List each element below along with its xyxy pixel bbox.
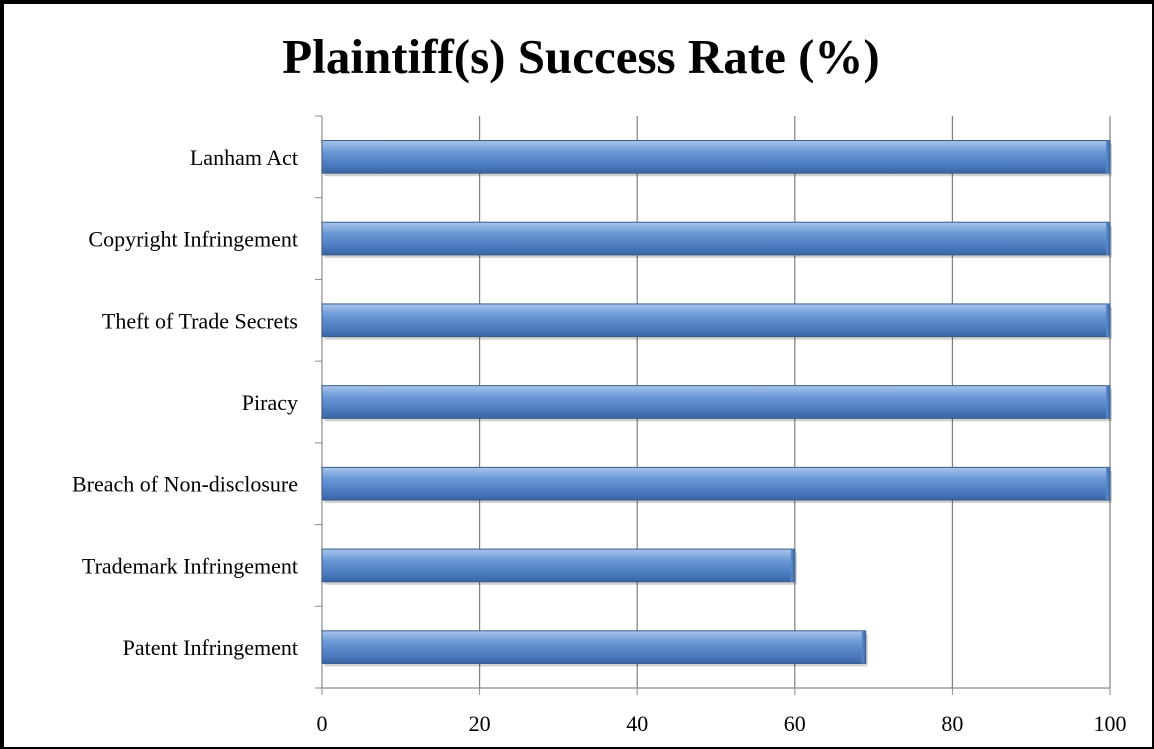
bar-body (321, 548, 796, 583)
bar-end-cap (1106, 140, 1110, 174)
x-tick-label: 0 (317, 711, 328, 736)
bar (321, 548, 797, 585)
bar (321, 385, 1112, 422)
bar-body (321, 303, 1111, 338)
category-label: Patent Infringement (123, 635, 298, 660)
category-label: Lanham Act (190, 145, 298, 170)
bar-end-cap (861, 630, 866, 664)
bar (321, 466, 1112, 504)
category-label: Trademark Infringement (82, 553, 298, 578)
bar-end-cap (1106, 385, 1110, 419)
category-label: Copyright Infringement (88, 227, 298, 252)
x-tick-label: 80 (941, 711, 963, 736)
bar (321, 303, 1112, 340)
category-label: Theft of Trade Secrets (102, 308, 298, 333)
x-tick-label: 20 (469, 711, 491, 736)
x-tick-label: 60 (784, 711, 806, 736)
bar-body (321, 466, 1111, 501)
category-label: Piracy (242, 390, 298, 415)
bars (321, 140, 1112, 667)
bar-body (321, 221, 1111, 256)
bar (321, 630, 868, 667)
bar-end-cap (1106, 303, 1110, 337)
bar (321, 221, 1112, 258)
bar-end-cap (1106, 222, 1110, 255)
bar-end-cap (790, 549, 795, 582)
x-tick-labels: 0 20 40 60 80 100 (317, 711, 1127, 736)
bar-body (321, 140, 1111, 174)
bar-body (321, 630, 867, 664)
bar-end-cap (1106, 467, 1110, 501)
category-labels: Lanham Act Copyright Infringement Theft of… (72, 145, 298, 660)
chart-title: Plaintiff(s) Success Rate (%) (282, 29, 880, 84)
bar-body (321, 385, 1111, 419)
x-tick-label: 100 (1094, 711, 1127, 736)
x-tick-label: 40 (626, 711, 648, 736)
bar (321, 140, 1112, 177)
category-label: Breach of Non-disclosure (72, 472, 298, 497)
